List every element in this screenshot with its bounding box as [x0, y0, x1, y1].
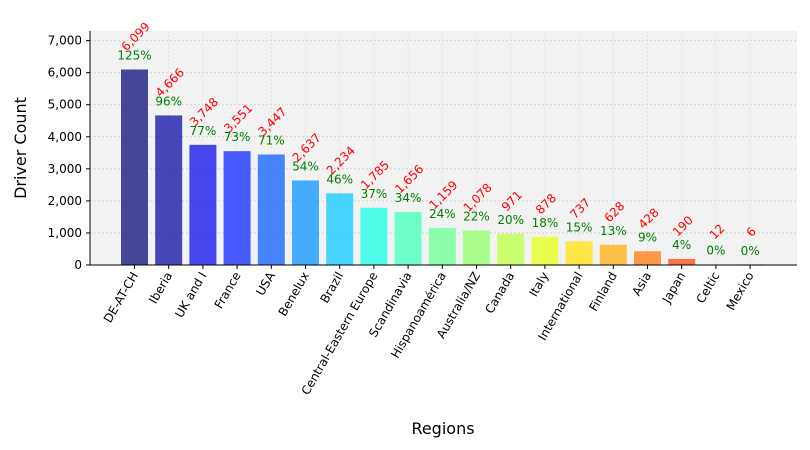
bar	[394, 211, 422, 265]
y-axis-ticks: 0 1,000 2,000 3,000 4,000 5,000 6,000 7,000	[48, 34, 90, 272]
x-tick-label: France	[212, 270, 244, 312]
bar	[634, 251, 661, 265]
bar-percent-label: 77%	[190, 124, 217, 138]
y-tick-label: 5,000	[48, 98, 82, 112]
bar-percent-label: 46%	[326, 172, 353, 186]
x-tick-label: Italy	[526, 270, 551, 300]
bars	[121, 69, 764, 266]
bar-percent-label: 18%	[532, 216, 559, 230]
bar-percent-label: 9%	[638, 230, 657, 244]
y-tick-label: 1,000	[48, 226, 82, 240]
bar-percent-label: 24%	[429, 207, 456, 221]
bar	[599, 244, 627, 265]
bar	[565, 241, 593, 265]
x-axis-title: Regions	[411, 419, 474, 438]
x-tick-label: Asia	[629, 270, 654, 299]
y-tick-label: 7,000	[48, 34, 82, 48]
x-tick-label: Finland	[586, 270, 620, 314]
x-tick-label: USA	[253, 269, 278, 298]
bar	[121, 69, 148, 266]
bar	[463, 230, 490, 265]
y-axis-title: Driver Count	[11, 97, 30, 199]
x-tick-label: DE-AT-CH	[101, 270, 141, 326]
bar	[189, 144, 217, 265]
bar	[531, 236, 559, 265]
x-tick-label: Benelux	[276, 270, 312, 319]
y-tick-label: 4,000	[48, 130, 82, 144]
bar-percent-label: 0%	[706, 244, 725, 258]
bar-percent-label: 20%	[497, 213, 524, 227]
bar-percent-label: 34%	[395, 191, 422, 205]
x-tick-label: UK and I	[172, 270, 209, 321]
x-tick-label: Mexico	[724, 270, 757, 313]
bar	[428, 227, 456, 265]
bar-percent-label: 73%	[224, 130, 251, 144]
x-tick-label: Brazil	[317, 270, 346, 306]
y-tick-label: 6,000	[48, 66, 82, 80]
bar-percent-label: 0%	[741, 244, 760, 258]
bar	[257, 154, 285, 265]
bar-percent-label: 71%	[258, 134, 285, 148]
bar	[360, 207, 388, 265]
bar	[223, 151, 251, 265]
bar-percent-label: 37%	[361, 187, 388, 201]
x-tick-label: Iberia	[146, 270, 175, 307]
bar-percent-label: 54%	[292, 159, 319, 173]
bar	[292, 180, 319, 265]
bar-percent-label: 125%	[117, 48, 151, 62]
x-tick-label: Japan	[659, 270, 688, 307]
bar-percent-label: 96%	[155, 94, 182, 108]
bar-percent-label: 22%	[463, 209, 490, 223]
x-tick-label: Canada	[482, 270, 517, 317]
bar	[155, 115, 183, 265]
bar-percent-label: 4%	[672, 238, 691, 252]
bar	[497, 233, 525, 265]
y-tick-label: 2,000	[48, 194, 82, 208]
bar	[668, 258, 696, 265]
y-tick-label: 0	[74, 258, 82, 272]
bar-percent-label: 15%	[566, 220, 593, 234]
x-tick-label: Celtic	[694, 270, 723, 306]
bar	[326, 193, 354, 265]
y-tick-label: 3,000	[48, 162, 82, 176]
bar-percent-label: 13%	[600, 224, 627, 238]
